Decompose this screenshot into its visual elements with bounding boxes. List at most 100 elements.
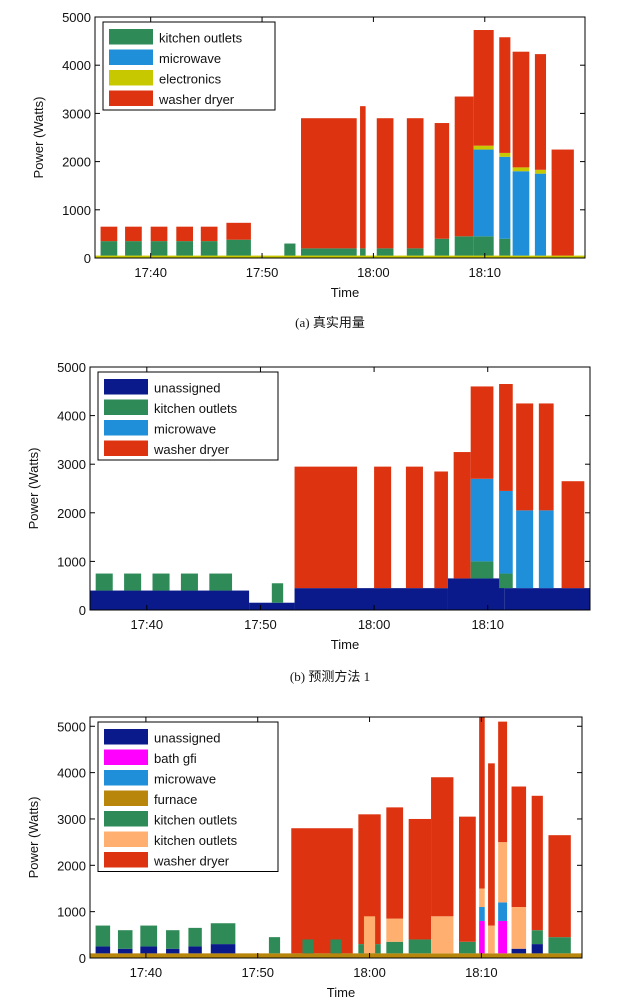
area-mark-kitchen-outlets-6 (210, 923, 236, 945)
area-mark-microwave-16 (534, 173, 547, 256)
area-mark-electronics-15 (512, 167, 530, 172)
area-mark-kitchen-outlets-2-19 (498, 842, 508, 903)
y-tick-label: 2000 (57, 506, 86, 521)
legend-label-bath-gfi: bath gfi (154, 751, 197, 766)
area-mark-washer-dryer-16 (534, 54, 547, 170)
x-axis-label: Time (331, 285, 359, 300)
area-mark-bath-gfi-19 (498, 920, 508, 954)
area-mark-washer-dryer-7 (301, 118, 357, 249)
area-mark-kitchen-outlets-17 (499, 573, 513, 589)
legend-swatch-microwave (104, 770, 148, 786)
area-mark-washer-dryer-11 (294, 466, 358, 589)
area-mark-microwave-15 (512, 171, 530, 256)
legend: kitchen outlets microwave electronics washe… (102, 21, 276, 111)
area-mark-microwave-18 (516, 510, 534, 589)
area-mark-kitchen-outlets-2 (117, 930, 133, 949)
x-tick-label: 17:50 (244, 617, 277, 632)
legend-label-microwave: microwave (159, 51, 221, 66)
y-axis-label: Power (Watts) (31, 97, 46, 179)
y-tick-label: 4000 (57, 766, 86, 781)
y-tick-label: 3000 (62, 106, 91, 121)
area-mark-washer-dryer-13 (386, 807, 404, 919)
legend-label-kitchen-outlets: kitchen outlets (154, 813, 238, 828)
area-mark-unassigned-2 (294, 588, 448, 610)
legend-swatch-furnace (104, 790, 148, 806)
legend-swatch-kitchen-outlets (109, 29, 153, 45)
area-mark-washer-dryer-3 (176, 226, 193, 242)
figure-caption: (a) 真实用量 (295, 315, 365, 330)
area-mark-washer-dryer-4 (200, 226, 218, 242)
area-mark-kitchen-outlets-3 (140, 925, 158, 947)
legend-label-microwave: microwave (154, 422, 216, 437)
area-mark-washer-dryer-19 (498, 721, 508, 843)
x-tick-label: 17:50 (241, 965, 274, 980)
legend-label-kitchen-outlets: kitchen outlets (154, 401, 238, 416)
area-mark-unassigned-6 (210, 944, 236, 954)
area-mark-kitchen-outlets-2-13 (386, 918, 404, 942)
area-mark-washer-dryer-14 (434, 471, 448, 589)
area-mark-kitchen-outlets-8 (360, 248, 366, 256)
area-mark-kitchen-outlets-7 (268, 937, 281, 954)
area-mark-washer-dryer-0 (100, 226, 118, 242)
area-mark-kitchen-outlets-9 (376, 248, 394, 256)
area-mark-washer-dryer-20 (511, 786, 527, 908)
figure-caption: (b) 预测方法 1 (290, 669, 370, 684)
area-mark-bath-gfi-17 (479, 920, 485, 954)
y-tick-label: 2000 (57, 858, 86, 873)
area-mark-unassigned-5 (188, 946, 202, 954)
area-mark-kitchen-outlets-12 (454, 236, 474, 256)
area-mark-microwave-13 (473, 149, 494, 237)
area-mark-washer-dryer-12 (374, 466, 392, 589)
area-mark-kitchen-outlets-13 (473, 236, 494, 256)
x-tick-label: 18:10 (468, 265, 501, 280)
area-mark-microwave-14 (499, 156, 511, 239)
area-mark-microwave-17 (479, 907, 485, 921)
area-mark-unassigned-2 (117, 948, 133, 954)
plot-marks (90, 384, 590, 610)
area-mark-washer-dryer-14 (408, 818, 432, 940)
area-mark-washer-dryer-12 (454, 96, 474, 237)
legend-swatch-unassigned (104, 379, 148, 395)
area-mark-kitchen-outlets-22 (548, 937, 571, 954)
axes-frame (89, 716, 583, 959)
area-mark-kitchen-outlets-2-12 (363, 916, 376, 954)
y-axis-label: Power (Watts) (26, 797, 41, 879)
legend-swatch-bath-gfi (104, 749, 148, 765)
area-mark-kitchen-outlets-8 (180, 573, 198, 591)
area-mark-kitchen-outlets-6 (124, 573, 142, 591)
area-mark-microwave-19 (498, 902, 508, 921)
area-mark-washer-dryer-8 (360, 106, 366, 249)
area-mark-furnace-0 (90, 953, 582, 958)
legend-label-unassigned: unassigned (154, 731, 221, 746)
x-tick-label: 18:00 (357, 265, 390, 280)
legend-label-kitchen-outlets: kitchen outlets (159, 31, 243, 46)
area-mark-kitchen-outlets-7 (152, 573, 170, 591)
area-mark-kitchen-outlets-14 (499, 238, 511, 256)
area-mark-kitchen-outlets-11 (434, 238, 450, 256)
legend-label-washer-dryer: washer dryer (153, 442, 230, 457)
area-mark-electronics-13 (473, 145, 494, 150)
area-mark-kitchen-outlets-16 (459, 941, 476, 954)
y-tick-label: 2000 (62, 155, 91, 170)
legend-swatch-microwave (109, 49, 153, 65)
legend-label-washer-dryer: washer dryer (153, 854, 230, 869)
area-mark-kitchen-outlets-10 (330, 939, 342, 954)
area-mark-washer-dryer-14 (499, 37, 511, 153)
area-mark-kitchen-outlets-21 (531, 930, 543, 945)
area-mark-washer-dryer-13 (405, 466, 423, 589)
area-mark-microwave-16 (470, 478, 494, 562)
area-mark-washer-dryer-17 (551, 149, 574, 256)
area-mark-unassigned-20 (511, 948, 527, 954)
chart-panel-3: 0 1000 2000 3000 4000 5000 17:40 17:50 18:00 18:1… (26, 716, 583, 1000)
legend: unassigned kitchen outlets microwave washer… (97, 371, 279, 461)
y-axis-label: Power (Watts) (26, 448, 41, 530)
area-mark-kitchen-outlets-5 (226, 239, 251, 256)
legend-swatch-washer-dryer (104, 440, 148, 456)
area-mark-washer-dryer-15 (431, 777, 454, 917)
y-tick-label: 1000 (57, 554, 86, 569)
area-mark-unassigned-21 (531, 944, 543, 954)
area-mark-kitchen-outlets-2-18 (488, 925, 495, 954)
area-mark-washer-dryer-11 (358, 814, 381, 945)
legend-label-kitchen-outlets: kitchen outlets (154, 833, 238, 848)
